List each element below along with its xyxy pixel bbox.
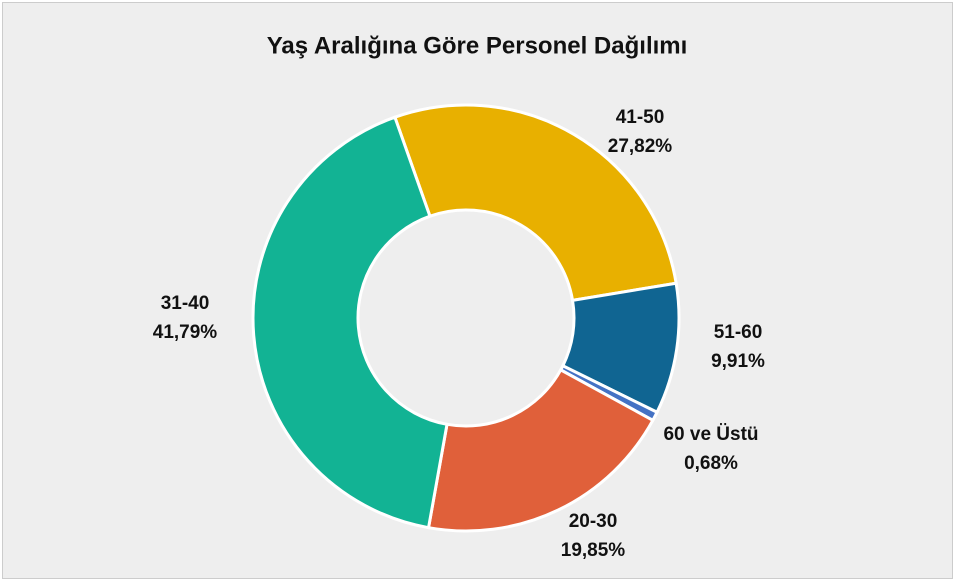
value-label: 19,85% — [561, 540, 626, 561]
donut-segment — [426, 367, 655, 533]
value-label: 9,91% — [711, 351, 765, 372]
category-label: 51-60 — [714, 322, 763, 343]
category-label: 60 ve Üstü — [663, 424, 758, 445]
category-label: 41-50 — [616, 107, 665, 128]
chart-title: Yaş Aralığına Göre Personel Dağılımı — [267, 32, 688, 59]
donut-segment — [392, 103, 678, 303]
value-label: 27,82% — [608, 136, 673, 157]
category-label: 31-40 — [161, 293, 210, 314]
value-label: 41,79% — [153, 322, 218, 343]
donut-segment — [251, 115, 449, 530]
category-label: 20-30 — [569, 511, 618, 532]
value-label: 0,68% — [684, 453, 738, 474]
